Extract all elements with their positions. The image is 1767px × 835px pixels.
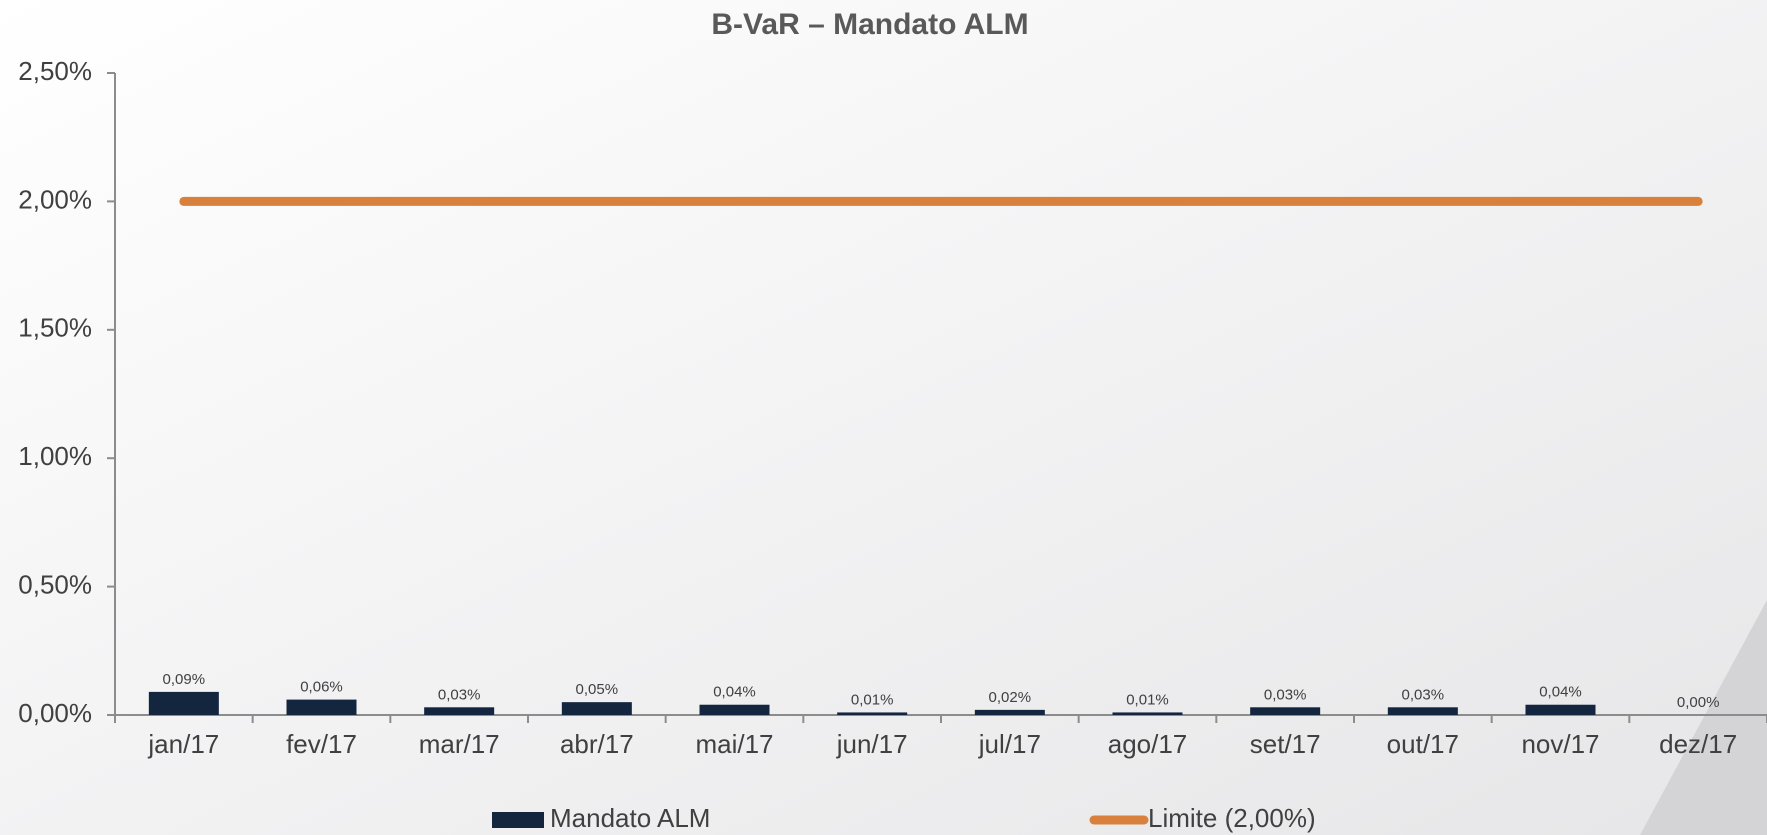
data-label: 0,02% xyxy=(989,689,1032,706)
data-label: 0,03% xyxy=(1402,686,1445,703)
legend-label: Limite (2,00%) xyxy=(1148,803,1316,833)
data-label: 0,05% xyxy=(576,681,619,698)
x-tick-label: jun/17 xyxy=(836,729,908,759)
data-label: 0,09% xyxy=(163,671,206,688)
y-tick-label: 1,50% xyxy=(18,313,92,343)
x-tick-label: out/17 xyxy=(1387,729,1459,759)
bar xyxy=(1250,707,1321,715)
data-label: 0,06% xyxy=(300,679,343,696)
x-tick-label: nov/17 xyxy=(1521,729,1599,759)
x-tick-label: mar/17 xyxy=(419,729,500,759)
data-label: 0,01% xyxy=(851,691,894,708)
chart-title: B-VaR – Mandato ALM xyxy=(711,8,1028,41)
bar xyxy=(974,709,1045,715)
x-tick-label: mai/17 xyxy=(695,729,773,759)
data-label: 0,03% xyxy=(438,686,481,703)
x-tick-label: set/17 xyxy=(1250,729,1321,759)
y-tick-label: 0,00% xyxy=(18,698,92,728)
legend-swatch xyxy=(492,812,544,828)
data-label: 0,04% xyxy=(1539,684,1582,701)
x-tick-label: jul/17 xyxy=(978,729,1041,759)
bar xyxy=(837,712,908,715)
y-tick-label: 0,50% xyxy=(18,569,92,599)
bar xyxy=(699,704,770,715)
corner-decoration xyxy=(1640,600,1767,835)
bar xyxy=(424,707,495,715)
x-tick-label: ago/17 xyxy=(1108,729,1188,759)
x-tick-label: dez/17 xyxy=(1659,729,1737,759)
bar xyxy=(1387,707,1458,715)
y-tick-label: 2,50% xyxy=(18,56,92,86)
y-tick-label: 2,00% xyxy=(18,184,92,214)
x-tick-label: jan/17 xyxy=(147,729,219,759)
data-label: 0,01% xyxy=(1126,691,1169,708)
x-tick-label: abr/17 xyxy=(560,729,634,759)
bar xyxy=(561,702,632,715)
bar xyxy=(1112,712,1183,715)
data-label: 0,00% xyxy=(1677,694,1720,711)
y-tick-label: 1,00% xyxy=(18,441,92,471)
data-label: 0,03% xyxy=(1264,686,1307,703)
data-label: 0,04% xyxy=(713,684,756,701)
bar xyxy=(286,699,357,715)
bar xyxy=(148,691,219,715)
legend-label: Mandato ALM xyxy=(550,803,710,833)
x-tick-label: fev/17 xyxy=(286,729,357,759)
bar xyxy=(1525,704,1596,715)
